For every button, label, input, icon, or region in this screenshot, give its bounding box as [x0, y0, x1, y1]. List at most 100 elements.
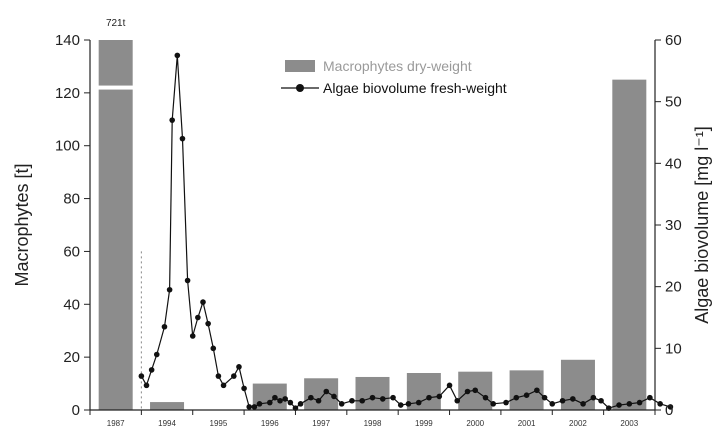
- x-tick-label-2000: 2000: [466, 419, 484, 428]
- algae-point-20: [246, 404, 253, 410]
- bar-1998: [355, 376, 390, 410]
- bar-1994: [150, 402, 185, 410]
- x-tick-label-1994: 1994: [158, 419, 176, 428]
- algae-point-48: [472, 387, 479, 394]
- x-tick-label-1998: 1998: [364, 419, 382, 428]
- algae-point-6: [169, 117, 175, 123]
- x-tick-label-1996: 1996: [261, 419, 279, 428]
- bars-layer: [97, 40, 647, 411]
- bar-2002: [560, 359, 595, 410]
- line-layer: [138, 52, 674, 411]
- algae-point-30: [308, 394, 314, 401]
- algae-point-46: [454, 397, 461, 404]
- algae-point-44: [436, 393, 443, 400]
- axis-labels: 721t Macrophytes [t] Algae biovolume [mg l…: [12, 18, 712, 324]
- algae-point-42: [415, 399, 422, 406]
- algae-point-5: [166, 286, 173, 293]
- algae-point-43: [426, 394, 432, 401]
- x-tick-label-1997: 1997: [312, 419, 330, 428]
- bar-2003: [612, 79, 647, 411]
- bar-1999: [406, 373, 441, 410]
- legend-label-algae: Algae biovolume fresh-weight: [323, 80, 507, 96]
- algae-point-25: [277, 397, 283, 404]
- algae-point-4: [161, 323, 168, 330]
- right-tick-label-50: 50: [665, 94, 682, 111]
- left-tick-label-60: 60: [63, 243, 80, 260]
- left-tick-label-100: 100: [55, 138, 80, 155]
- algae-point-68: [667, 404, 674, 410]
- legend-label-macrophytes: Macrophytes dry-weight: [323, 58, 472, 74]
- y-right-title: Algae biovolume [mg l⁻¹]: [692, 126, 712, 324]
- algae-point-14: [210, 345, 217, 352]
- algae-point-3: [153, 351, 160, 358]
- x-tick-label-2002: 2002: [569, 419, 587, 428]
- algae-point-51: [503, 399, 509, 406]
- left-tick-label-80: 80: [63, 191, 80, 208]
- y-left-title: Macrophytes [t]: [12, 163, 32, 286]
- algae-point-9: [184, 277, 191, 284]
- annotation-721t: 721t: [106, 18, 126, 29]
- bar-1987: [98, 40, 133, 410]
- algae-point-15: [215, 373, 222, 379]
- algae-point-67: [657, 401, 663, 407]
- algae-point-57: [559, 397, 566, 404]
- legend-swatch-macrophytes: [285, 60, 315, 72]
- right-tick-label-40: 40: [665, 155, 682, 172]
- algae-point-8: [179, 135, 186, 142]
- algae-point-13: [205, 320, 211, 327]
- right-tick-label-60: 60: [665, 32, 682, 49]
- algae-point-47: [464, 388, 471, 395]
- left-tick-label-40: 40: [63, 296, 80, 313]
- x-tick-label-1987: 1987: [107, 419, 125, 428]
- algae-point-64: [626, 401, 633, 407]
- algae-point-0: [138, 373, 145, 379]
- algae-point-52: [513, 394, 520, 401]
- algae-point-23: [266, 399, 273, 406]
- algae-point-59: [580, 401, 586, 407]
- left-tick-label-140: 140: [55, 32, 80, 49]
- algae-point-2: [148, 367, 155, 373]
- right-tick-label-30: 30: [665, 217, 682, 234]
- algae-point-22: [256, 401, 263, 407]
- algae-point-17: [231, 373, 237, 379]
- algae-point-11: [195, 314, 201, 321]
- x-tick-label-1999: 1999: [415, 419, 433, 428]
- algae-point-16: [220, 382, 227, 389]
- axes-layer: 0 20 40 60 80 100 120 140 0 10 20 30 40 50 60 1987 1994 1…: [55, 32, 682, 428]
- algae-point-58: [570, 396, 576, 402]
- algae-point-21: [251, 404, 258, 410]
- algae-point-40: [397, 402, 404, 408]
- algae-point-19: [241, 385, 247, 392]
- algae-point-7: [174, 52, 181, 59]
- algae-point-50: [490, 401, 497, 407]
- algae-point-32: [323, 388, 330, 395]
- algae-point-53: [523, 392, 530, 399]
- right-tick-label-20: 20: [665, 279, 682, 296]
- algae-point-45: [446, 382, 453, 389]
- algae-point-1: [143, 382, 150, 389]
- algae-line: [140, 55, 671, 409]
- algae-point-12: [200, 299, 206, 305]
- algae-point-38: [379, 396, 386, 402]
- algae-point-54: [534, 387, 540, 394]
- algae-point-18: [236, 364, 242, 370]
- algae-point-37: [369, 394, 376, 401]
- algae-point-33: [331, 393, 337, 400]
- algae-point-65: [636, 399, 643, 406]
- left-tick-label-120: 120: [55, 85, 80, 102]
- algae-point-56: [549, 401, 556, 407]
- algae-point-41: [405, 401, 412, 407]
- right-tick-label-10: 10: [665, 340, 682, 357]
- legend-marker-algae: [296, 84, 304, 92]
- x-tick-label-2001: 2001: [518, 419, 536, 428]
- algae-point-66: [647, 394, 653, 401]
- algae-point-27: [287, 399, 294, 406]
- algae-point-29: [297, 401, 304, 407]
- algae-point-61: [598, 397, 604, 404]
- algae-point-31: [315, 397, 322, 404]
- x-tick-label-2003: 2003: [620, 419, 638, 428]
- bar-break-1987: [97, 85, 134, 90]
- legend: Macrophytes dry-weight Algae biovolume fr…: [281, 58, 507, 96]
- algae-point-35: [349, 397, 355, 404]
